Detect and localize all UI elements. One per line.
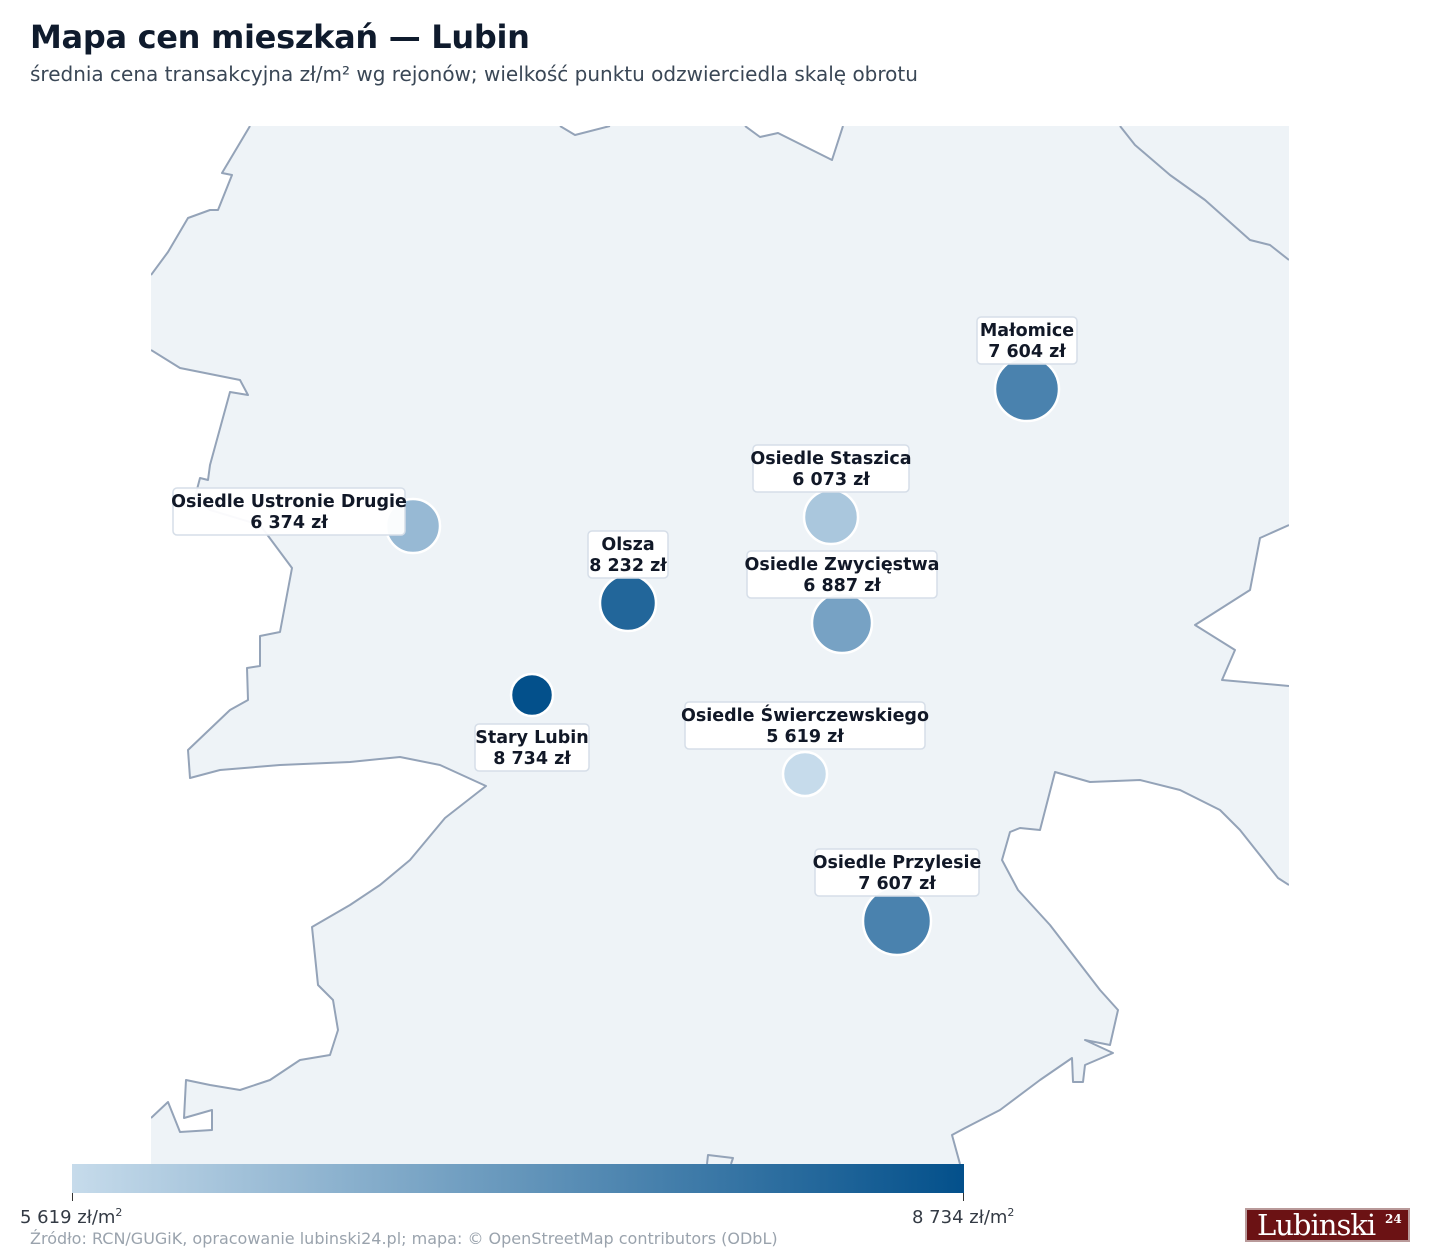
district-6-name-label: Osiedle Świerczewskiego — [681, 704, 929, 726]
district-2-price-label: 6 374 zł — [250, 513, 328, 533]
colorbar-tick-min — [72, 1193, 73, 1201]
price-colorbar — [72, 1164, 964, 1193]
district-7-label-box — [814, 848, 980, 897]
district-2-name-label: Osiedle Ustronie Drugie — [171, 492, 407, 512]
district-6-price-label: 5 619 zł — [766, 727, 844, 747]
district-1-bubble[interactable] — [802, 488, 860, 546]
map-title: Mapa cen mieszkań — Lubin — [30, 18, 530, 56]
source-note: Źródło: RCN/GUGiK, opracowanie lubinski2… — [30, 1229, 778, 1248]
district-4-price-label: 6 887 zł — [803, 576, 881, 596]
district-4-bubble[interactable] — [810, 591, 874, 655]
district-0-bubble[interactable] — [993, 355, 1061, 423]
outer-area-east — [1195, 525, 1289, 686]
district-3-price-label: 8 232 zł — [589, 556, 667, 576]
district-7-name-label: Osiedle Przylesie — [813, 853, 982, 873]
logo-superscript: 24 — [1385, 1212, 1402, 1226]
district-3-bubble[interactable] — [598, 573, 658, 633]
district-3-label-box — [587, 530, 669, 579]
district-3-name-label: Olsza — [601, 535, 654, 555]
lubinski24-logo[interactable]: Lubinski 24 — [1245, 1208, 1410, 1242]
colorbar-min-label: 5 619 zł/m2 — [20, 1206, 123, 1228]
outer-area-southeast — [952, 772, 1289, 1164]
district-5-label-box — [474, 723, 590, 772]
colorbar-max-label: 8 734 zł/m2 — [912, 1206, 1015, 1228]
logo-wordmark: Lubinski — [1257, 1208, 1376, 1242]
basemap — [151, 126, 1289, 1164]
district-7-price-label: 7 607 zł — [858, 874, 936, 894]
district-0-name-label: Małomice — [980, 321, 1074, 341]
district-5-price-label: 8 734 zł — [493, 749, 571, 769]
district-0-price-label: 7 604 zł — [988, 342, 1066, 362]
district-6-bubble[interactable] — [781, 750, 829, 798]
district-7-bubble[interactable] — [861, 885, 933, 957]
district-4-label-box — [746, 550, 938, 599]
outer-area-north — [560, 126, 843, 160]
district-1-price-label: 6 073 zł — [792, 470, 870, 490]
map-subtitle: średnia cena transakcyjna zł/m² wg rejon… — [30, 62, 918, 86]
colorbar-tick-max — [963, 1193, 964, 1201]
district-1-name-label: Osiedle Staszica — [750, 449, 911, 469]
district-6-label-box — [684, 701, 926, 750]
district-5-bubble[interactable] — [509, 672, 555, 718]
district-0-label-box — [976, 316, 1078, 365]
district-2-label-box — [172, 487, 406, 536]
district-5-name-label: Stary Lubin — [475, 728, 589, 748]
district-4-name-label: Osiedle Zwycięstwa — [745, 555, 940, 575]
outer-area-west-mid — [151, 350, 486, 1132]
district-1-label-box — [752, 444, 910, 493]
